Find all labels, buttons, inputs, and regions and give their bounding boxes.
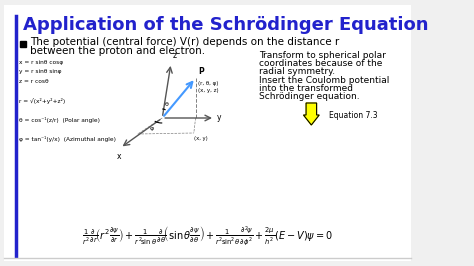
- Text: x = r sinθ cosφ: x = r sinθ cosφ: [19, 60, 64, 65]
- Text: φ: φ: [150, 126, 154, 131]
- Text: z: z: [173, 51, 177, 60]
- FancyBboxPatch shape: [4, 5, 411, 261]
- Text: Insert the Coulomb potential: Insert the Coulomb potential: [259, 76, 389, 85]
- Text: z = r cosθ: z = r cosθ: [19, 79, 49, 84]
- Text: P: P: [198, 67, 204, 76]
- Text: The potential (central force) V(r) depends on the distance r: The potential (central force) V(r) depen…: [30, 37, 339, 47]
- Text: θ: θ: [165, 102, 169, 107]
- Text: coordinates because of the: coordinates because of the: [259, 59, 382, 68]
- Text: Transform to spherical polar: Transform to spherical polar: [259, 51, 385, 60]
- Text: $\frac{1}{r^2}\frac{\partial}{\partial r}\!\left(r^2\frac{\partial\psi}{\partial: $\frac{1}{r^2}\frac{\partial}{\partial r…: [82, 225, 333, 247]
- Text: between the proton and electron.: between the proton and electron.: [30, 46, 205, 56]
- Text: θ = cos⁻¹(z/r)  (Polar angle): θ = cos⁻¹(z/r) (Polar angle): [19, 117, 100, 123]
- Text: r = √(x²+y²+z²): r = √(x²+y²+z²): [19, 98, 65, 104]
- Text: (r, θ, φ): (r, θ, φ): [198, 81, 219, 86]
- Text: Application of the Schrödinger Equation: Application of the Schrödinger Equation: [23, 16, 428, 34]
- Text: y: y: [217, 114, 221, 123]
- Text: Schrödinger equation.: Schrödinger equation.: [259, 92, 359, 101]
- Text: φ = tan⁻¹(y/x)  (Azimuthal angle): φ = tan⁻¹(y/x) (Azimuthal angle): [19, 136, 116, 142]
- Text: y = r sinθ sinφ: y = r sinθ sinφ: [19, 69, 62, 74]
- Text: (x, y): (x, y): [194, 136, 208, 141]
- Text: x: x: [117, 152, 121, 161]
- Text: Equation 7.3: Equation 7.3: [329, 111, 377, 120]
- FancyArrow shape: [303, 103, 319, 125]
- Text: into the transformed: into the transformed: [259, 84, 353, 93]
- Text: (x, y, z): (x, y, z): [198, 88, 219, 93]
- Text: radial symmetry.: radial symmetry.: [259, 67, 335, 76]
